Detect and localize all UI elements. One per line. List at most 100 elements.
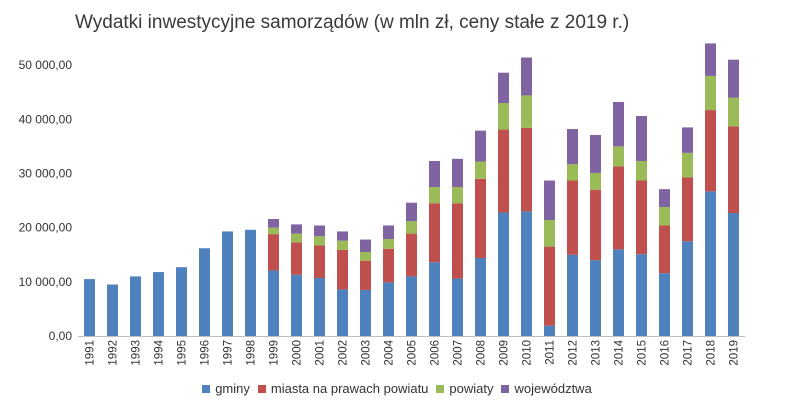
- bar-segment-2015-series-0: [636, 254, 647, 336]
- bar-segment-2006-series-3: [429, 160, 440, 187]
- bar-segment-2009-series-3: [498, 72, 509, 104]
- bar-segment-1999-series-2: [268, 227, 279, 235]
- bar-segment-2003-series-1: [360, 260, 371, 290]
- bar-segment-2017-series-3: [682, 127, 693, 153]
- bar-segment-2014-series-0: [613, 249, 624, 336]
- bar-segment-2011-series-3: [544, 180, 555, 221]
- bar-segment-2011-series-2: [544, 220, 555, 247]
- x-tick-label: 2007: [453, 340, 465, 366]
- x-tick-label: 2010: [522, 340, 534, 366]
- x-tick-label: 2000: [292, 340, 304, 366]
- bar-segment-2001-series-3: [314, 225, 325, 237]
- bar-segment-2001-series-1: [314, 245, 325, 279]
- bar-segment-2001-series-2: [314, 236, 325, 246]
- bar-segment-1993-series-0: [130, 276, 141, 336]
- bar-segment-2017-series-0: [682, 241, 693, 336]
- bar-segment-1994-series-0: [153, 272, 164, 336]
- x-tick-label: 2004: [384, 339, 396, 365]
- bar-segment-2007-series-3: [452, 158, 463, 187]
- bar-segment-2019-series-1: [728, 126, 739, 214]
- bar-segment-2010-series-2: [521, 95, 532, 128]
- bar-segment-2010-series-0: [521, 211, 532, 336]
- x-tick-label: 2018: [706, 340, 718, 366]
- bar-segment-1995-series-0: [176, 267, 187, 336]
- legend-swatch: [436, 384, 445, 393]
- bar-segment-2016-series-0: [659, 273, 670, 336]
- legend-label: gminy: [215, 381, 250, 396]
- y-tick-label: 40 000,00: [19, 112, 73, 126]
- x-tick-label: 2001: [315, 340, 327, 366]
- y-tick-label: 0,00: [49, 329, 73, 343]
- x-tick-label: 2008: [476, 340, 488, 366]
- bar-segment-2010-series-1: [521, 127, 532, 212]
- bar-segment-2017-series-1: [682, 177, 693, 242]
- x-tick-label: 2005: [407, 340, 419, 366]
- bar-segment-2000-series-1: [291, 242, 302, 275]
- legend-swatch: [501, 384, 510, 393]
- x-tick-label: 2013: [591, 340, 603, 366]
- x-axis-ticks: 1991 1992 1993 1994 1995 1996 1997 1998 1999 2000…: [85, 339, 741, 365]
- bar-segment-2018-series-0: [705, 191, 716, 336]
- x-tick-label: 1999: [269, 340, 281, 366]
- bar-segment-2012-series-0: [567, 254, 578, 336]
- bar-segment-2005-series-3: [406, 202, 417, 222]
- x-tick-label: 2012: [568, 340, 580, 366]
- x-tick-label: 2016: [660, 340, 672, 366]
- bar-segment-2002-series-3: [337, 231, 348, 241]
- bars-group: [84, 43, 739, 336]
- x-tick-label: 1991: [85, 340, 97, 366]
- bar-segment-2019-series-0: [728, 213, 739, 336]
- bar-segment-2009-series-0: [498, 212, 509, 336]
- bar-segment-2017-series-2: [682, 152, 693, 178]
- bar-segment-2013-series-1: [590, 189, 601, 261]
- bar-segment-2014-series-3: [613, 101, 624, 147]
- bar-segment-2003-series-3: [360, 239, 371, 253]
- legend-item: gminy: [202, 381, 250, 396]
- bar-segment-2015-series-3: [636, 116, 647, 161]
- chart-title: Wydatki inwestycyjne samorządów (w mln z…: [75, 12, 630, 33]
- bar-segment-2016-series-3: [659, 189, 670, 208]
- bar-segment-2003-series-2: [360, 252, 371, 261]
- bar-segment-2001-series-0: [314, 278, 325, 336]
- x-tick-label: 2003: [361, 340, 373, 366]
- legend-item: miasta na prawach powiatu: [257, 381, 428, 396]
- bar-segment-2006-series-0: [429, 262, 440, 336]
- legend-label: województwa: [514, 381, 592, 396]
- y-tick-label: 30 000,00: [19, 166, 73, 180]
- x-tick-label: 2009: [499, 340, 511, 366]
- bar-segment-2005-series-2: [406, 221, 417, 234]
- bar-segment-2008-series-1: [475, 178, 486, 258]
- bar-segment-1999-series-3: [268, 218, 279, 228]
- legend-item: powiaty: [436, 381, 493, 396]
- x-tick-label: 1993: [131, 340, 143, 366]
- bar-segment-2013-series-3: [590, 134, 601, 173]
- bar-segment-1998-series-0: [245, 229, 256, 336]
- bar-segment-2018-series-3: [705, 43, 716, 76]
- bar-segment-1996-series-0: [199, 248, 210, 336]
- bar-segment-1991-series-0: [84, 279, 95, 336]
- bar-segment-2009-series-2: [498, 103, 509, 130]
- bar-segment-2003-series-0: [360, 289, 371, 336]
- bar-segment-2000-series-3: [291, 224, 302, 234]
- bar-segment-2005-series-1: [406, 233, 417, 277]
- bar-segment-2014-series-2: [613, 146, 624, 167]
- bar-segment-2018-series-2: [705, 75, 716, 111]
- bar-segment-2006-series-2: [429, 187, 440, 204]
- bar-segment-2010-series-3: [521, 57, 532, 96]
- bar-segment-2013-series-2: [590, 172, 601, 190]
- bar-segment-2004-series-2: [383, 239, 394, 249]
- x-tick-label: 2006: [430, 340, 442, 366]
- bar-segment-2013-series-0: [590, 260, 601, 336]
- bar-segment-2012-series-1: [567, 180, 578, 255]
- bar-segment-2002-series-0: [337, 289, 348, 336]
- bar-segment-2000-series-0: [291, 274, 302, 336]
- x-tick-label: 2014: [614, 339, 626, 365]
- bar-segment-2000-series-2: [291, 233, 302, 243]
- bar-segment-2006-series-1: [429, 203, 440, 263]
- legend-label: powiaty: [449, 381, 494, 396]
- bar-segment-2008-series-2: [475, 161, 486, 179]
- x-tick-label: 1994: [154, 339, 166, 365]
- legend-item: województwa: [501, 381, 592, 396]
- bar-segment-1992-series-0: [107, 284, 118, 336]
